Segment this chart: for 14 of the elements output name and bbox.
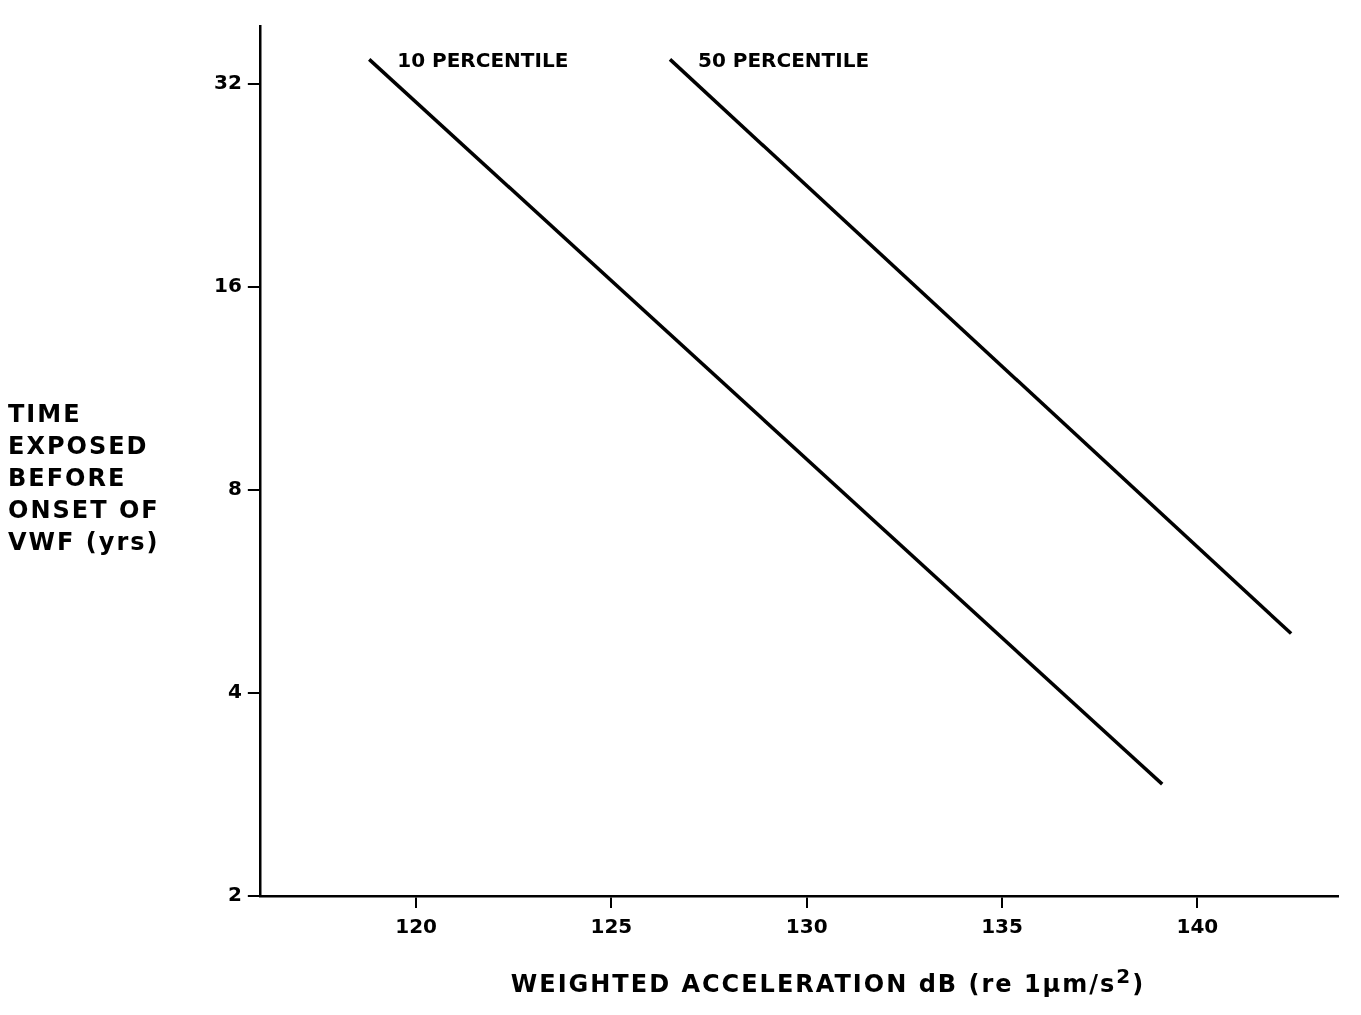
x-tick-label: 140 — [1176, 914, 1219, 939]
y-tick-label: 8 — [227, 476, 242, 501]
y-tick-label: 16 — [213, 273, 242, 298]
x-tick-label: 120 — [395, 914, 437, 939]
y-tick-label: 4 — [227, 679, 242, 704]
y-axis-title: TIME EXPOSED BEFORE ONSET OF VWF (yrs) — [8, 399, 161, 558]
series-label: 10 PERCENTILE — [397, 47, 569, 72]
series-label: 50 PERCENTILE — [698, 47, 870, 72]
x-axis-title: WEIGHTED ACCELERATION dB (re 1μm/s$^{2}$) — [509, 964, 1147, 998]
x-tick-label: 130 — [785, 914, 828, 939]
x-tick-label: 125 — [590, 914, 633, 939]
y-tick-label: 32 — [213, 70, 242, 95]
x-tick-label: 135 — [981, 914, 1023, 939]
y-tick-label: 2 — [227, 882, 242, 907]
